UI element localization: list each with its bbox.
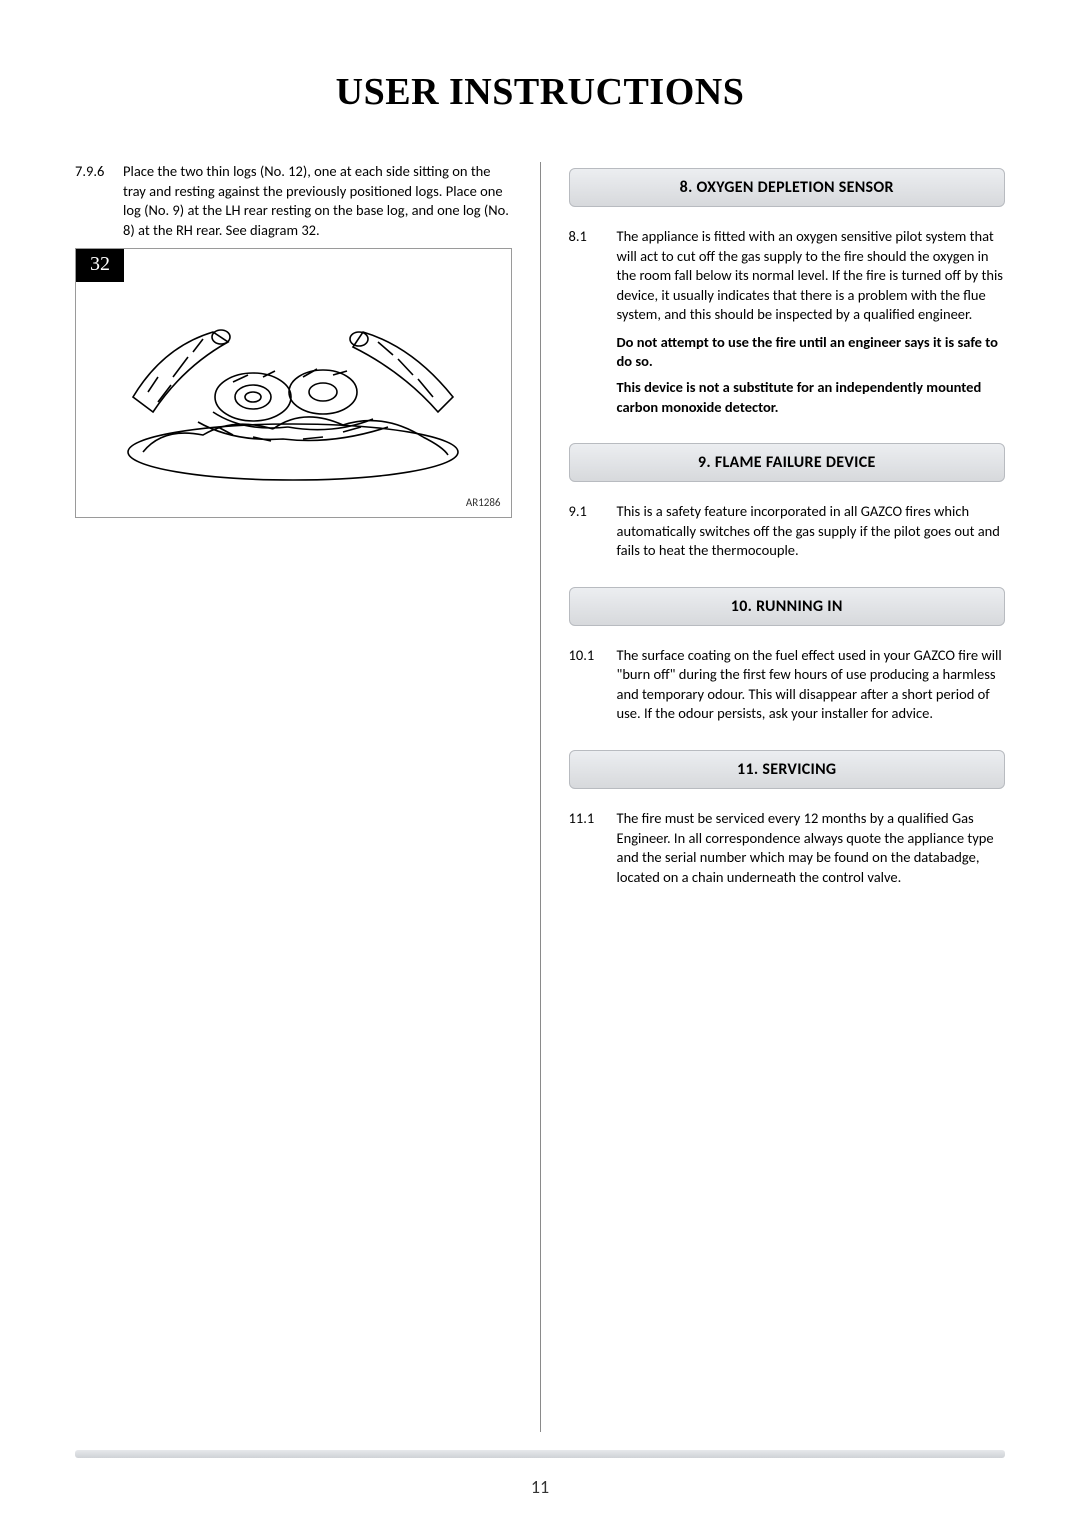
instruction-item: 9.1 This is a safety feature incorporate…: [569, 502, 1006, 561]
column-divider: [540, 162, 541, 1432]
item-number: 8.1: [569, 227, 617, 325]
instruction-item: 8.1 The appliance is fitted with an oxyg…: [569, 227, 1006, 325]
footer-bar: [75, 1450, 1005, 1458]
warning-text: Do not attempt to use the fire until an …: [617, 333, 1006, 372]
diagram-32: 32: [75, 248, 512, 518]
section-9: 9. FLAME FAILURE DEVICE 9.1 This is a sa…: [569, 443, 1006, 561]
page: USER INSTRUCTIONS 7.9.6 Place the two th…: [0, 0, 1080, 1472]
diagram-badge: 32: [76, 249, 124, 282]
section-header: 8. OXYGEN DEPLETION SENSOR: [569, 168, 1006, 207]
item-text: This is a safety feature incorporated in…: [617, 502, 1006, 561]
warning-text: This device is not a substitute for an i…: [617, 378, 1006, 417]
instruction-item: 7.9.6 Place the two thin logs (No. 12), …: [75, 162, 512, 240]
page-title: USER INSTRUCTIONS: [75, 70, 1005, 114]
item-text: The fire must be serviced every 12 month…: [617, 809, 1006, 887]
section-10: 10. RUNNING IN 10.1 The surface coating …: [569, 587, 1006, 724]
right-column: 8. OXYGEN DEPLETION SENSOR 8.1 The appli…: [569, 162, 1006, 1432]
section-11: 11. SERVICING 11.1 The fire must be serv…: [569, 750, 1006, 887]
item-number: 7.9.6: [75, 162, 123, 240]
item-text: Place the two thin logs (No. 12), one at…: [123, 162, 512, 240]
logs-illustration: [103, 277, 483, 487]
item-text: The appliance is fitted with an oxygen s…: [617, 227, 1006, 325]
item-number: 10.1: [569, 646, 617, 724]
diagram-ref: AR1286: [466, 496, 501, 509]
section-header: 9. FLAME FAILURE DEVICE: [569, 443, 1006, 482]
page-number: 11: [0, 1476, 1080, 1498]
left-column: 7.9.6 Place the two thin logs (No. 12), …: [75, 162, 512, 1432]
instruction-item: 10.1 The surface coating on the fuel eff…: [569, 646, 1006, 724]
section-header: 10. RUNNING IN: [569, 587, 1006, 626]
two-column-layout: 7.9.6 Place the two thin logs (No. 12), …: [75, 162, 1005, 1432]
section-header: 11. SERVICING: [569, 750, 1006, 789]
item-text: The surface coating on the fuel effect u…: [617, 646, 1006, 724]
item-number: 11.1: [569, 809, 617, 887]
section-8: 8. OXYGEN DEPLETION SENSOR 8.1 The appli…: [569, 168, 1006, 417]
instruction-item: 11.1 The fire must be serviced every 12 …: [569, 809, 1006, 887]
item-number: 9.1: [569, 502, 617, 561]
